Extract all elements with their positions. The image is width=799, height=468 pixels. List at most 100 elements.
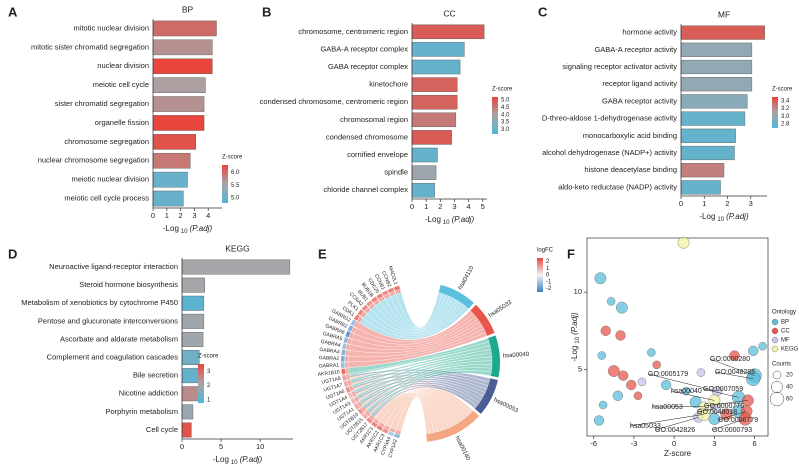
- bar: [411, 24, 485, 40]
- bar: [181, 404, 194, 420]
- bubble: [633, 391, 643, 401]
- x-tick-label: 0: [180, 442, 184, 451]
- logfc-cell: [381, 428, 389, 434]
- bar: [152, 134, 196, 150]
- axis-label-part: 10: [231, 460, 238, 466]
- logfc-cell: [371, 296, 378, 303]
- category-label: GABA-A receptor activity: [594, 45, 677, 54]
- colorbar-tick-label: -2: [546, 286, 552, 292]
- gene-label: GABRA1: [319, 363, 340, 370]
- bar: [411, 147, 438, 163]
- category-label: signaling receptor activator activity: [562, 62, 677, 71]
- category-label: Complement and coagulation cascades: [47, 353, 179, 362]
- gene-arc: [345, 368, 349, 374]
- gene-arc: [360, 311, 367, 318]
- axis-label: -Log10(P.adj): [570, 312, 580, 362]
- gene-arc: [369, 414, 375, 421]
- colorbar-tick-label: 5.5: [231, 183, 240, 189]
- bubble: [598, 400, 608, 410]
- logfc-cell: [357, 309, 364, 316]
- pathway-label: hsa04110: [458, 265, 476, 291]
- bar: [181, 350, 200, 365]
- logfc-cell: [357, 408, 364, 415]
- x-tick-label: 3: [452, 202, 456, 211]
- axis-label-part: 10: [575, 336, 581, 343]
- bar: [680, 111, 746, 126]
- logfc-cell: [376, 293, 383, 300]
- bar: [152, 190, 184, 207]
- bubble: [748, 345, 759, 357]
- gene-arc: [389, 427, 396, 433]
- pathway-label: hsa00053: [492, 397, 519, 415]
- gene-label: GABRA2: [319, 355, 340, 362]
- colorbar: [198, 364, 204, 403]
- category-label: monocarboxylic acid binding: [583, 131, 677, 140]
- bubble: [720, 408, 733, 421]
- gene-arc: [383, 425, 390, 431]
- size-legend-circle: [772, 370, 782, 380]
- gene-arc: [357, 401, 363, 408]
- bubble: [600, 325, 611, 336]
- x-tick-label: 5: [219, 442, 223, 451]
- x-tick-label: 4: [206, 211, 210, 220]
- panel-letter: E: [318, 246, 327, 261]
- panel-title: KEGG: [225, 243, 250, 253]
- gene-label: CYP1A2: [388, 438, 400, 458]
- logfc-cell: [347, 392, 354, 399]
- bar: [680, 128, 736, 143]
- axis-label-part: -Log: [699, 212, 715, 221]
- ribbon: [356, 356, 493, 398]
- bar: [680, 145, 735, 161]
- point-label: GO:0007059: [703, 386, 743, 393]
- category-label: Bile secretion: [133, 371, 178, 380]
- bubble: [593, 415, 605, 426]
- colorbar-tick-label: 4.0: [501, 112, 510, 118]
- gene-label: UGT1A8: [321, 376, 341, 386]
- gene-arc: [345, 362, 349, 368]
- ribbon: [349, 369, 491, 383]
- label-leader: [711, 418, 746, 431]
- label-leader: [703, 400, 748, 407]
- colorbar-tick-label: 3.5: [501, 120, 510, 126]
- gene-arc: [389, 291, 396, 297]
- bubble: [618, 370, 629, 381]
- logfc-cell: [361, 412, 369, 420]
- x-tick-label: 3: [712, 439, 716, 448]
- ribbon: [349, 373, 474, 414]
- colorbar: [492, 97, 498, 134]
- bar: [680, 163, 725, 178]
- category-label: GABA receptor activity: [602, 96, 677, 105]
- axis-label-part: 10: [717, 217, 724, 223]
- gene-arc: [364, 410, 371, 417]
- panel-title: BP: [182, 4, 194, 14]
- category-label: Pentose and glucuronate interconversions: [38, 316, 178, 325]
- bar: [152, 58, 213, 75]
- bar: [411, 94, 458, 110]
- category-label: cornified envelope: [347, 150, 408, 159]
- category-label: GABA-A receptor complex: [320, 44, 408, 53]
- category-label: histone deacetylase binding: [584, 165, 677, 174]
- pathway-arc: [470, 304, 495, 336]
- colorbar: [772, 97, 778, 128]
- colorbar: [222, 165, 228, 203]
- bubble: [652, 360, 661, 370]
- legend-title: Z-score: [772, 87, 793, 93]
- colorbar-tick-label: -1: [546, 279, 552, 285]
- category-label: GABA receptor complex: [328, 62, 408, 71]
- logfc-cell: [345, 330, 351, 338]
- bar: [181, 422, 192, 438]
- gene-arc: [354, 396, 360, 403]
- bar: [411, 130, 452, 145]
- category-label: chloride channel complex: [323, 185, 408, 194]
- size-legend-label: 40: [786, 385, 793, 391]
- logfc-cell: [341, 355, 345, 362]
- category-label: Cell cycle: [146, 425, 178, 434]
- label-leader: [709, 358, 755, 376]
- bar: [411, 59, 461, 75]
- bar: [181, 368, 199, 384]
- x-tick-label: 0: [679, 199, 683, 208]
